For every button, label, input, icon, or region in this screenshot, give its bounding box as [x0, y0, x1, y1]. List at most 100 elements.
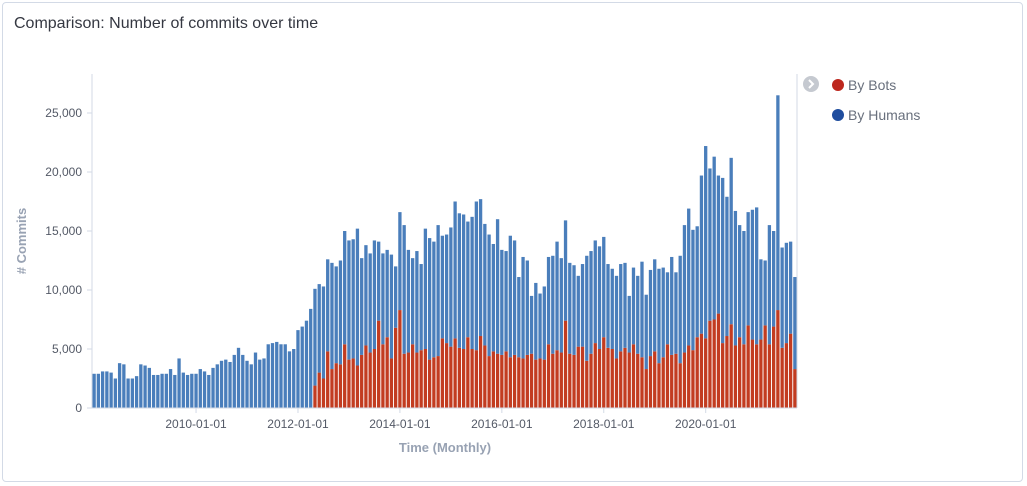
bar-bots[interactable]: [699, 333, 704, 408]
bar-humans[interactable]: [521, 256, 525, 359]
bar-humans[interactable]: [326, 259, 330, 352]
bar-humans[interactable]: [266, 344, 270, 408]
bar-bots[interactable]: [461, 349, 466, 408]
bar-bots[interactable]: [368, 352, 372, 408]
bar-humans[interactable]: [190, 373, 194, 408]
bar-humans[interactable]: [109, 372, 113, 408]
bar-bots[interactable]: [610, 349, 614, 408]
bar-humans[interactable]: [309, 308, 313, 408]
bar-humans[interactable]: [122, 364, 126, 408]
bar-humans[interactable]: [555, 241, 559, 351]
legend-collapse-button[interactable]: [803, 76, 819, 92]
bar-bots[interactable]: [623, 347, 627, 408]
bar-humans[interactable]: [385, 249, 389, 338]
bar-bots[interactable]: [687, 345, 691, 408]
bar-humans[interactable]: [771, 231, 776, 327]
bar-bots[interactable]: [436, 356, 440, 408]
bar-humans[interactable]: [606, 264, 610, 348]
bar-bots[interactable]: [776, 310, 780, 408]
bar-humans[interactable]: [151, 374, 156, 408]
bar-bots[interactable]: [334, 363, 338, 408]
bar-bots[interactable]: [495, 353, 500, 408]
bar-humans[interactable]: [534, 282, 538, 360]
bar-humans[interactable]: [512, 240, 517, 355]
bar-bots[interactable]: [377, 320, 381, 408]
bar-humans[interactable]: [219, 360, 224, 408]
legend-collapse-circle[interactable]: [803, 76, 819, 92]
bar-bots[interactable]: [657, 363, 661, 408]
bar-bots[interactable]: [402, 353, 406, 408]
bar-humans[interactable]: [500, 249, 504, 355]
bar-humans[interactable]: [436, 225, 440, 357]
bar-humans[interactable]: [733, 210, 738, 346]
bar-humans[interactable]: [708, 168, 712, 321]
bar-bots[interactable]: [427, 359, 432, 408]
bar-humans[interactable]: [402, 225, 406, 354]
bar-bots[interactable]: [750, 339, 755, 408]
bar-humans[interactable]: [287, 351, 292, 408]
bar-bots[interactable]: [712, 319, 716, 409]
bar-humans[interactable]: [699, 175, 704, 334]
bar-bots[interactable]: [389, 358, 394, 408]
bar-humans[interactable]: [648, 269, 653, 357]
bar-bots[interactable]: [466, 337, 470, 408]
bar-bots[interactable]: [674, 353, 678, 408]
bar-bots[interactable]: [721, 343, 725, 408]
bar-bots[interactable]: [432, 357, 436, 408]
bar-humans[interactable]: [623, 262, 627, 348]
bar-humans[interactable]: [538, 293, 542, 359]
bar-humans[interactable]: [793, 277, 797, 370]
bar-bots[interactable]: [755, 344, 759, 408]
bar-bots[interactable]: [644, 369, 648, 408]
bar-bots[interactable]: [788, 333, 793, 408]
bar-bots[interactable]: [597, 349, 602, 408]
legend-item-humans[interactable]: By Humans: [832, 107, 920, 123]
bar-humans[interactable]: [687, 208, 691, 346]
bar-humans[interactable]: [292, 349, 296, 408]
bar-humans[interactable]: [147, 367, 151, 408]
bar-bots[interactable]: [538, 358, 542, 408]
bar-humans[interactable]: [211, 367, 215, 408]
bar-humans[interactable]: [275, 341, 279, 408]
bar-bots[interactable]: [317, 372, 321, 408]
bar-bots[interactable]: [568, 353, 572, 408]
bar-bots[interactable]: [759, 339, 763, 408]
bar-bots[interactable]: [636, 353, 640, 408]
bar-humans[interactable]: [279, 344, 283, 408]
bar-humans[interactable]: [185, 374, 190, 408]
bar-bots[interactable]: [453, 338, 457, 408]
bar-bots[interactable]: [351, 358, 355, 408]
bar-humans[interactable]: [589, 251, 593, 354]
bar-humans[interactable]: [321, 286, 326, 379]
bar-humans[interactable]: [788, 241, 793, 334]
bar-bots[interactable]: [364, 345, 368, 408]
bar-bots[interactable]: [716, 313, 721, 408]
bar-humans[interactable]: [449, 227, 453, 347]
bar-humans[interactable]: [682, 225, 687, 353]
bar-humans[interactable]: [525, 260, 529, 355]
bar-bots[interactable]: [321, 378, 326, 409]
bar-humans[interactable]: [224, 359, 228, 408]
bar-humans[interactable]: [725, 196, 729, 337]
bar-humans[interactable]: [453, 201, 457, 339]
bar-humans[interactable]: [258, 359, 262, 408]
bar-humans[interactable]: [491, 243, 495, 352]
bar-humans[interactable]: [495, 219, 500, 354]
bar-bots[interactable]: [444, 343, 449, 408]
bar-bots[interactable]: [738, 337, 742, 408]
bar-humans[interactable]: [389, 254, 394, 359]
bar-humans[interactable]: [640, 261, 644, 358]
bar-humans[interactable]: [474, 201, 479, 351]
bar-humans[interactable]: [164, 373, 168, 408]
bar-bots[interactable]: [398, 310, 402, 408]
bar-humans[interactable]: [194, 373, 198, 408]
bar-humans[interactable]: [504, 251, 508, 352]
bar-humans[interactable]: [317, 284, 321, 373]
bar-humans[interactable]: [461, 214, 466, 349]
bar-humans[interactable]: [657, 268, 661, 364]
bar-humans[interactable]: [661, 267, 665, 358]
bar-humans[interactable]: [568, 262, 572, 354]
bar-humans[interactable]: [202, 371, 207, 408]
bar-humans[interactable]: [546, 256, 551, 345]
bar-bots[interactable]: [508, 357, 512, 408]
